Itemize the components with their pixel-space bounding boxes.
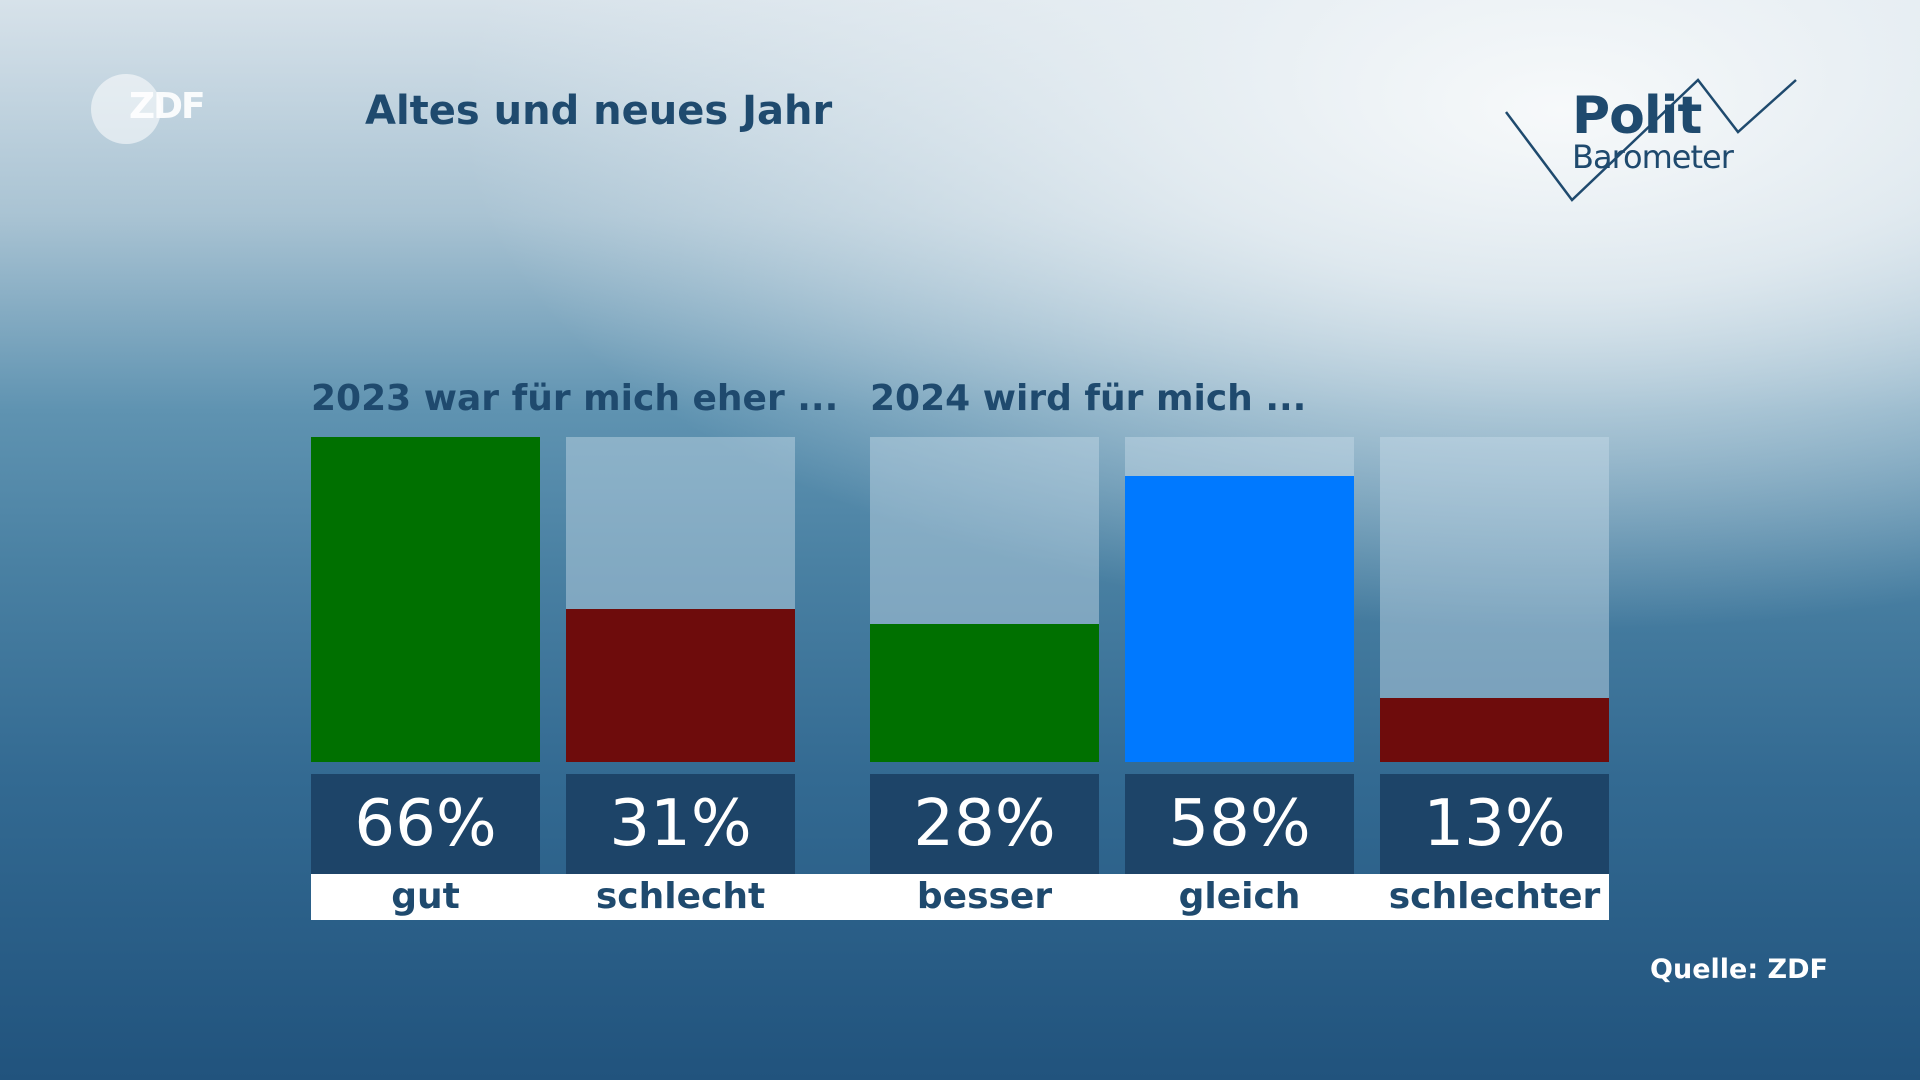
- bar-schlecht: [566, 609, 795, 762]
- chart-2024-title: 2024 wird für mich ...: [870, 378, 1307, 419]
- bar-track-gleich: [1125, 437, 1354, 762]
- value-label-gleich: 58%: [1125, 774, 1354, 874]
- politbarometer-zigzag-icon: [1505, 78, 1797, 202]
- bar-track-besser: [870, 437, 1099, 762]
- value-label-gut: 66%: [311, 774, 540, 874]
- category-label-strip: [311, 874, 1609, 920]
- category-label-schlecht: schlecht: [595, 876, 766, 917]
- politbarometer-logo-line2: Barometer: [1572, 138, 1734, 176]
- category-label-gleich: gleich: [1178, 876, 1301, 917]
- category-label-schlechter: schlechter: [1388, 876, 1601, 917]
- page-title: Altes und neues Jahr: [365, 88, 833, 134]
- politbarometer-logo: Polit Barometer: [1500, 72, 1800, 212]
- chart-2023-title: 2023 war für mich eher ...: [311, 378, 839, 419]
- zdf-logo-text: ZDF: [129, 86, 206, 127]
- bar-gut: [311, 437, 540, 762]
- bar-track-schlechter: [1380, 437, 1609, 762]
- category-label-gut: gut: [391, 876, 460, 917]
- value-label-schlechter: 13%: [1380, 774, 1609, 874]
- source-note: Quelle: ZDF: [1650, 954, 1828, 985]
- bar-track-gut: [311, 437, 540, 762]
- category-label-besser: besser: [916, 876, 1053, 917]
- bar-gleich: [1125, 476, 1354, 762]
- zdf-logo: ZDF: [91, 72, 221, 146]
- politbarometer-logo-line1: Polit: [1572, 86, 1702, 146]
- zdf-logo-disc: [91, 74, 161, 144]
- bar-schlechter: [1380, 698, 1609, 762]
- value-label-schlecht: 31%: [566, 774, 795, 874]
- value-label-besser: 28%: [870, 774, 1099, 874]
- bar-besser: [870, 624, 1099, 762]
- bar-track-schlecht: [566, 437, 795, 762]
